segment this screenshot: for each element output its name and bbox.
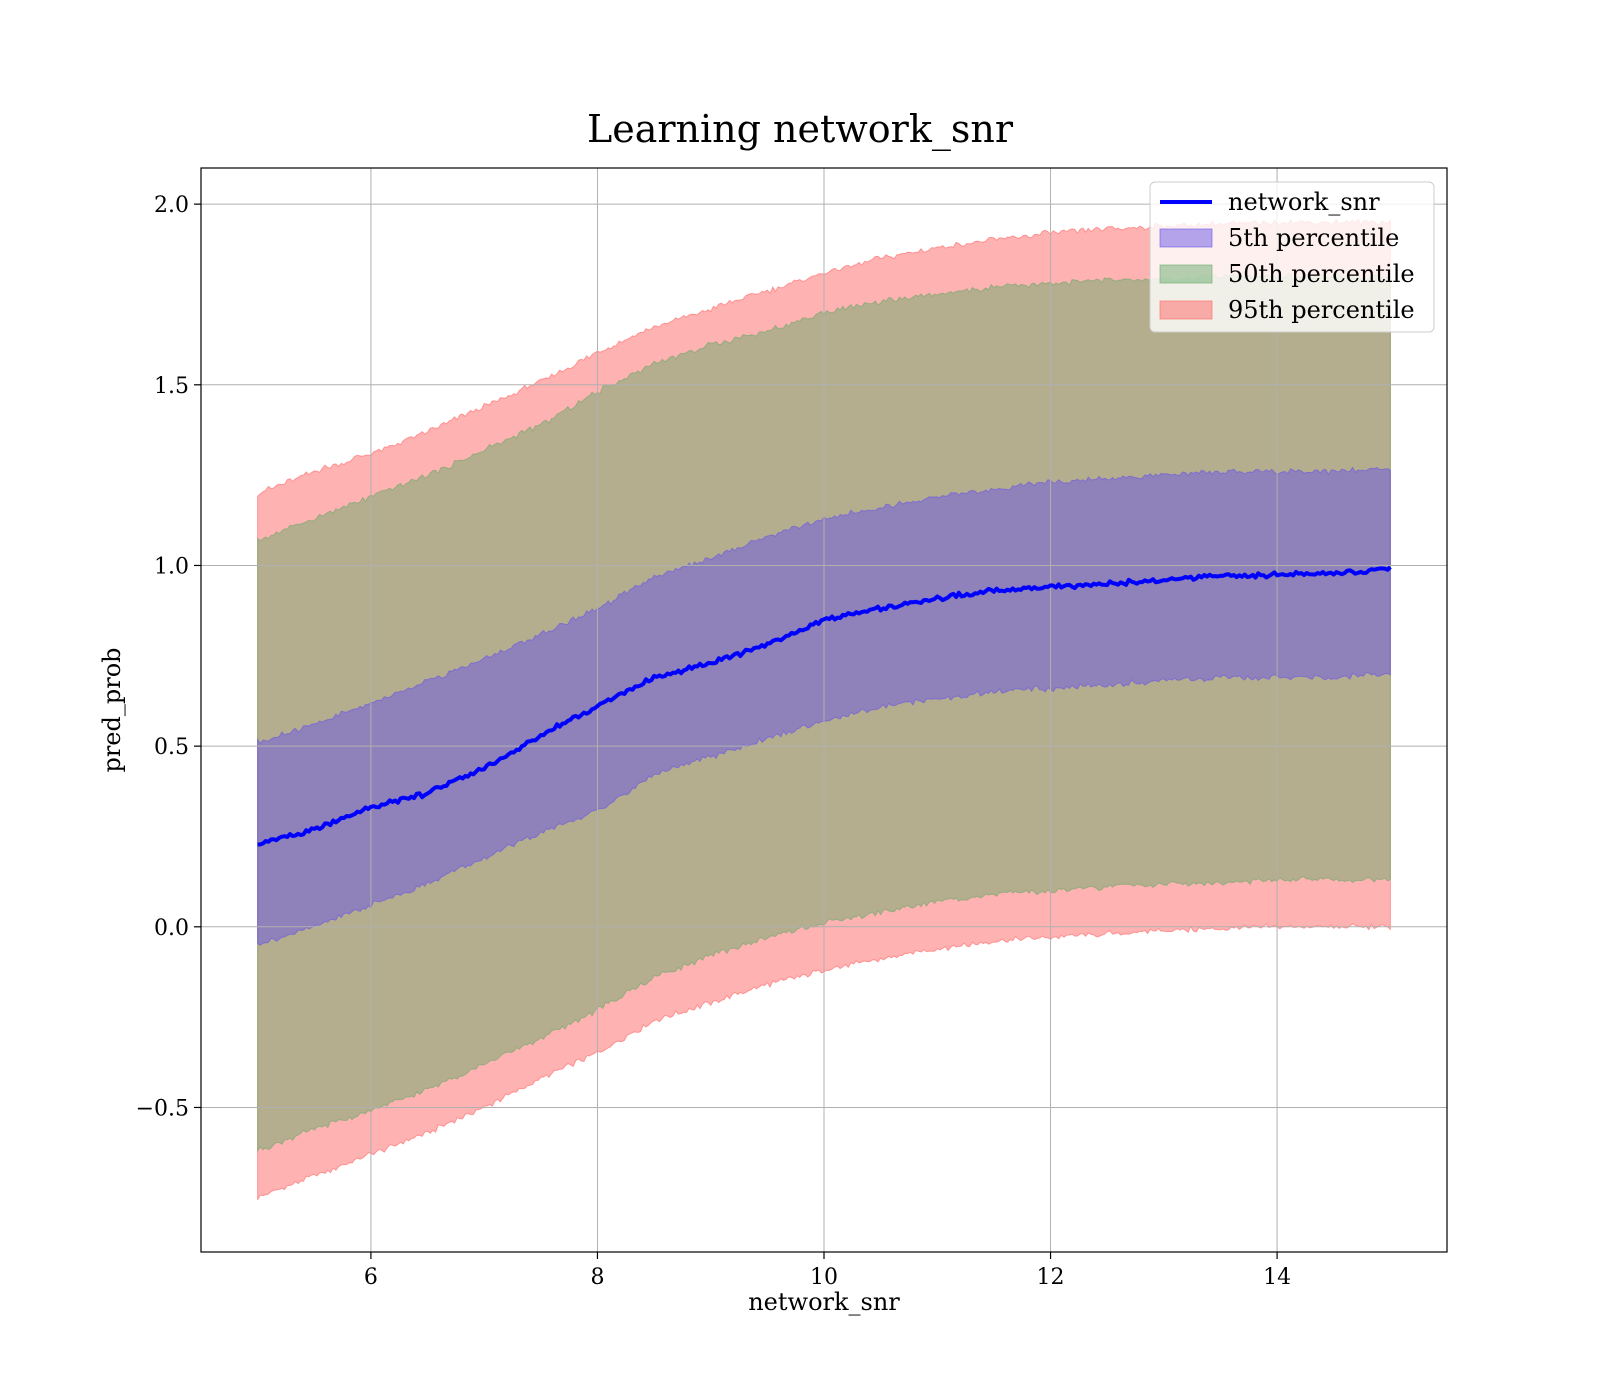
x-tick-label: 6 (364, 1265, 378, 1290)
legend-swatch-50th-percentile (1159, 264, 1213, 284)
y-tick-label: 1.5 (154, 374, 189, 399)
y-tick-label: −0.5 (136, 1096, 189, 1121)
y-tick-label: 0.5 (154, 735, 189, 760)
x-tick-label: 10 (810, 1265, 838, 1290)
y-axis-label: pred_prob (98, 647, 126, 772)
legend: network_snr 5th percentile 50th percentile… (1149, 181, 1435, 333)
series-line-network-snr (257, 565, 1392, 847)
x-tick-label: 14 (1263, 1265, 1291, 1290)
line-layer (257, 565, 1392, 847)
x-tick-label: 8 (590, 1265, 604, 1290)
legend-label-5th-percentile: 5th percentile (1228, 224, 1399, 252)
legend-label-95th-percentile: 95th percentile (1228, 296, 1415, 324)
legend-swatch-95th-percentile (1159, 300, 1213, 320)
chart-title: Learning network_snr (587, 107, 1014, 152)
legend-swatch-5th-percentile (1159, 228, 1213, 248)
legend-label-network-snr: network_snr (1228, 188, 1380, 216)
x-tick-label: 12 (1037, 1265, 1065, 1290)
legend-box (1149, 181, 1435, 333)
ticks-layer: 6 8 10 12 14 −0.5 0.0 0.5 1.0 1.5 2.0 (136, 193, 1292, 1290)
legend-label-50th-percentile: 50th percentile (1228, 260, 1415, 288)
x-axis-label: network_snr (748, 1288, 900, 1316)
y-tick-label: 1.0 (154, 554, 189, 579)
y-tick-label: 0.0 (154, 916, 189, 941)
y-tick-label: 2.0 (154, 193, 189, 218)
